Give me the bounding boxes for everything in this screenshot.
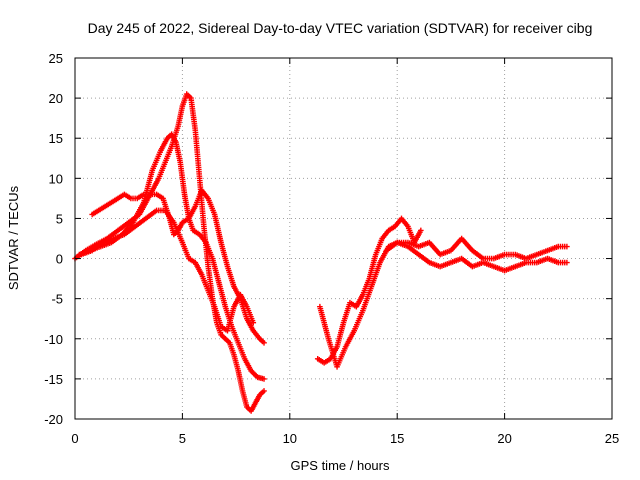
data-point-marker [564,259,570,266]
series-4 [78,207,257,334]
data-point-marker [261,388,267,394]
series-7 [383,235,570,262]
series-1 [72,91,267,414]
y-tick-label: -5 [51,292,63,307]
x-tick-label: 15 [390,431,404,446]
chart-title: Day 245 of 2022, Sidereal Day-to-day VTE… [88,20,593,36]
x-axis-label: GPS time / hours [291,458,390,473]
x-tick-label: 5 [179,431,186,446]
y-tick-label: 5 [56,211,63,226]
plot-frame [74,57,613,420]
series-6 [317,239,570,370]
series-3 [89,187,267,346]
data-point-marker [261,339,267,346]
x-tick-label: 20 [497,431,511,446]
data-marks [72,91,570,414]
y-axis-label: SDTVAR / TECUs [6,185,21,290]
series-2 [76,131,267,382]
y-tick-label: -10 [44,332,63,347]
y-tick-label: 0 [56,252,63,267]
data-point-marker [250,319,257,326]
y-tick-label: 20 [49,91,63,106]
tick-labels: 0 5 10 15 20 25 -20 -15 -10 -5 0 5 10 15 20 25 [44,51,619,446]
y-tick-label: 15 [49,131,63,146]
grid-lines [75,58,612,419]
data-point-marker [564,243,570,250]
x-tick-label: 25 [605,431,619,446]
y-tick-label: -15 [44,372,63,387]
y-tick-label: 10 [49,171,63,186]
y-tick-label: 25 [49,51,63,66]
series-5 [314,215,424,366]
data-point-marker [261,376,267,382]
axis-ticks [74,57,613,420]
y-tick-label: -20 [44,412,63,427]
data-point-marker [418,227,424,234]
x-tick-label: 0 [71,431,78,446]
x-tick-label: 10 [283,431,297,446]
